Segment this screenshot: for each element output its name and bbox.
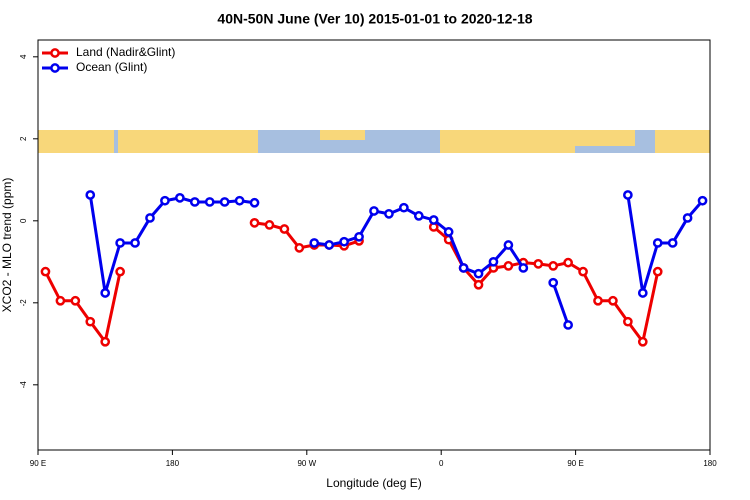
point [160,195,170,206]
x-tick-label: 90 E [567,459,583,468]
x-tick-label: 180 [703,459,717,468]
point [503,261,514,271]
legend-label: Land (Nadir&Glint) [76,45,175,59]
point [115,266,125,277]
x-axis-label: Longitude (deg E) [326,476,421,490]
point [682,213,693,223]
y-tick-label: -2 [19,299,28,307]
point [667,238,678,248]
point [309,238,320,248]
point [623,190,633,200]
y-tick-label: 4 [19,54,28,59]
point [100,336,111,347]
point [578,266,588,277]
x-tick-label: 0 [439,459,444,468]
chart-title: 40N-50N June (Ver 10) 2015-01-01 to 2020… [217,11,532,27]
point [130,238,140,248]
point [637,336,648,347]
point [458,263,469,273]
y-axis-label: XCO2 - MLO trend (ppm) [0,178,14,313]
point [623,316,633,327]
point [473,268,484,279]
point [249,218,260,228]
y-tick-label: -4 [19,381,28,389]
point [115,238,125,248]
point [593,295,603,306]
point [652,238,663,248]
point [264,220,275,230]
point [369,206,379,216]
point [428,215,439,225]
point [533,259,544,269]
point [279,224,290,234]
point [85,190,96,200]
x-tick-label: 180 [166,459,180,468]
point [443,227,454,237]
point [204,197,215,207]
point [548,277,559,288]
point [608,295,618,306]
point [219,197,230,207]
point [518,263,529,273]
point [697,195,708,206]
legend-label: Ocean (Glint) [76,60,147,74]
point [503,240,514,250]
point [175,193,185,203]
point [384,208,394,219]
y-tick-label: 2 [19,136,28,141]
point [652,266,663,277]
x-tick-label: 90 W [297,459,316,468]
point [399,202,409,213]
point [294,243,305,253]
point [354,231,364,242]
point [40,266,51,277]
point [249,197,260,208]
legend-marker [50,48,60,58]
point [324,240,335,250]
map-strip [38,130,710,153]
point [85,316,96,327]
point [413,211,424,221]
series-line [88,194,704,326]
point [488,256,499,267]
plot-frame [37,39,711,451]
point [100,288,111,298]
point [563,257,573,268]
point [339,236,349,247]
point [55,295,66,306]
y-tick-label: 0 [19,218,28,223]
point [563,320,573,330]
point [234,195,245,206]
point [637,288,648,298]
point [145,213,155,223]
x-tick-label: 90 E [30,459,46,468]
point [189,197,200,207]
legend-marker [50,63,60,73]
point [473,279,484,290]
point [70,295,81,306]
point [548,261,559,271]
